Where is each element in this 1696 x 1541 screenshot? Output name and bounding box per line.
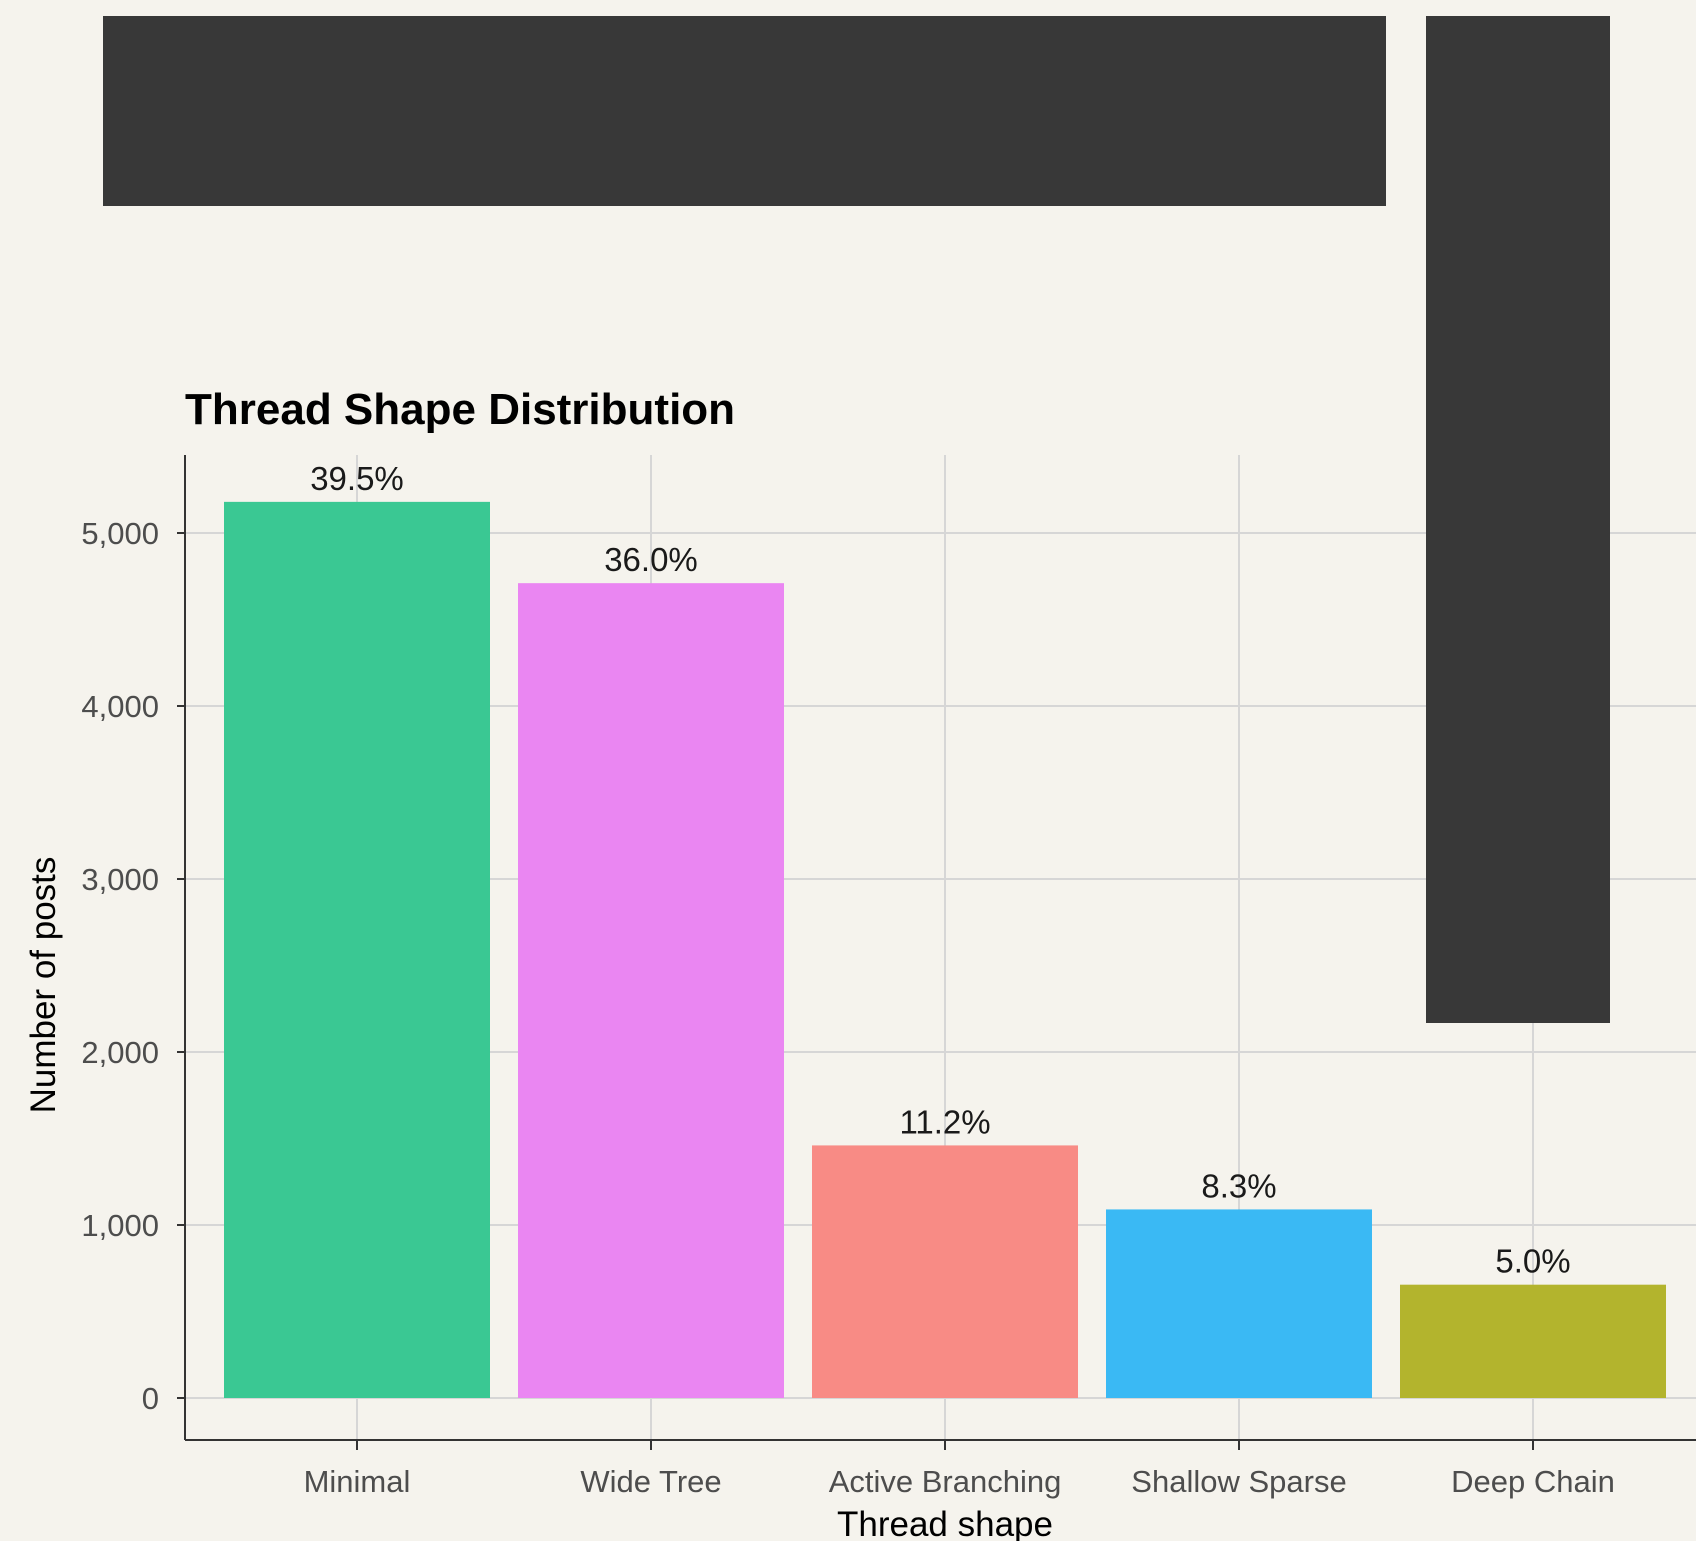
x-tick-label: Minimal xyxy=(304,1464,411,1499)
x-tick-label: Wide Tree xyxy=(580,1464,721,1499)
y-tick-label: 1,000 xyxy=(81,1208,159,1243)
x-tick-label: Active Branching xyxy=(829,1464,1062,1499)
bar-data-label: 11.2% xyxy=(899,1103,990,1140)
bar-layer xyxy=(224,501,1666,1398)
y-tick-label: 5,000 xyxy=(81,516,159,551)
bar-wide-tree xyxy=(518,583,784,1398)
bar-active-branching xyxy=(812,1145,1078,1398)
bar-data-label: 39.5% xyxy=(310,460,404,497)
y-axis-title: Number of posts xyxy=(24,857,63,1114)
x-tick-label: Shallow Sparse xyxy=(1131,1464,1346,1499)
y-tick-label: 4,000 xyxy=(81,689,159,724)
axis-layer xyxy=(177,455,1696,1450)
bar-data-label: 8.3% xyxy=(1201,1167,1276,1204)
label-layer: 0 1,000 2,000 3,000 4,000 5,000 39.5% Minimal 36… xyxy=(81,460,1614,1499)
bar-deep-chain xyxy=(1400,1284,1666,1398)
bar-data-label: 36.0% xyxy=(604,541,698,578)
y-tick-label: 0 xyxy=(142,1381,159,1416)
bar-minimal xyxy=(224,501,490,1398)
chart-title: Thread Shape Distribution xyxy=(185,385,735,434)
y-tick-label: 2,000 xyxy=(81,1035,159,1070)
y-tick-label: 3,000 xyxy=(81,862,159,897)
x-axis-title: Thread shape xyxy=(837,1505,1053,1541)
redaction-right-column xyxy=(1426,16,1610,1023)
redaction-top-banner xyxy=(103,16,1386,206)
bar-data-label: 5.0% xyxy=(1495,1243,1570,1280)
bar-shallow-sparse xyxy=(1106,1209,1372,1398)
x-tick-label: Deep Chain xyxy=(1451,1464,1615,1499)
